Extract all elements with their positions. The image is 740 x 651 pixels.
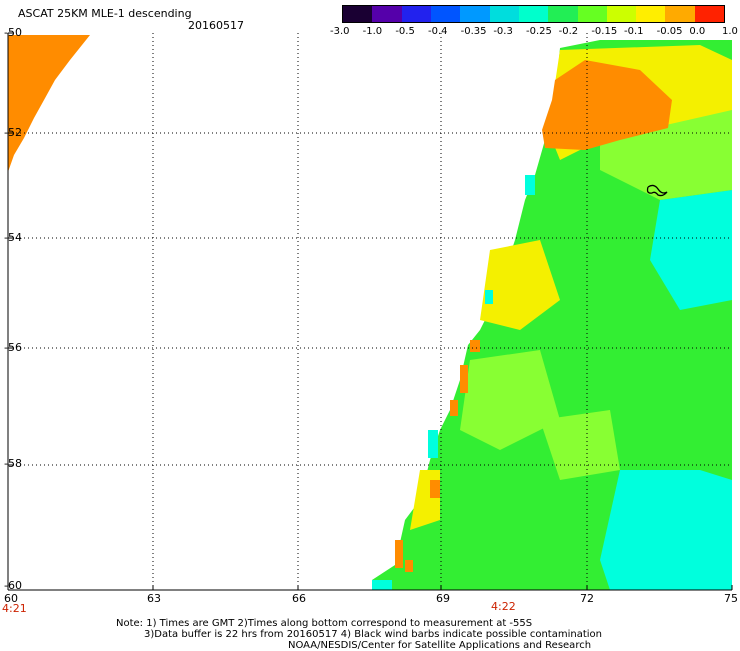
- x-tick-label: 63: [147, 592, 161, 605]
- y-tick-label: -52: [4, 126, 22, 139]
- yellow-region: [410, 470, 440, 530]
- contamination-barb-icon: [646, 184, 668, 197]
- colorbar-swatch: [694, 6, 725, 22]
- cyan-edge-cell: [372, 580, 392, 590]
- colorbar-swatch: [372, 6, 402, 22]
- x-tick-label: 69: [436, 592, 450, 605]
- colorbar-label: -0.3: [493, 26, 513, 37]
- wind-barb-contamination: [646, 184, 668, 197]
- cyan-edge-cell: [428, 430, 438, 458]
- colorbar-label: -0.4: [428, 26, 448, 37]
- note-line-1: Note: 1) Times are GMT 2)Times along bot…: [116, 618, 533, 629]
- orange-edge-cell: [405, 560, 413, 572]
- x-tick-label: 75: [724, 592, 738, 605]
- orange-region: [8, 35, 90, 172]
- cyan-region: [650, 190, 732, 310]
- colorbar-label: 1.0: [722, 26, 738, 37]
- colorbar-swatch: [548, 6, 578, 22]
- note-line-2: 3)Data buffer is 22 hrs from 20160517 4)…: [144, 629, 602, 640]
- colorbar-swatch: [665, 6, 695, 22]
- colorbar-labels: -3.0 -1.0 -0.5 -0.4 -0.35 -0.3 -0.25 -0.2 -0.15-…: [330, 26, 738, 38]
- time-label: 4:21: [2, 602, 27, 615]
- colorbar-label: -0.05: [656, 26, 683, 37]
- date-label: 20160517: [188, 19, 244, 32]
- lightgreen-region: [460, 350, 560, 450]
- cyan-region: [600, 470, 732, 590]
- product-title: ASCAT 25KM MLE-1 descending: [18, 7, 192, 20]
- colorbar: [342, 5, 725, 23]
- y-tick-label: -54: [4, 231, 22, 244]
- yellow-region: [480, 240, 560, 330]
- orange-edge-cell: [395, 540, 403, 568]
- colorbar-swatch: [577, 6, 607, 22]
- plot-frame: [7, 32, 733, 591]
- colorbar-swatch: [606, 6, 637, 22]
- colorbar-label: -0.25: [526, 26, 552, 37]
- cyan-region: [610, 560, 732, 590]
- time-label: 4:22: [491, 600, 516, 613]
- x-tick-label: 66: [292, 592, 306, 605]
- colorbar-label: -0.1: [624, 26, 644, 37]
- colorbar-swatch: [430, 6, 461, 22]
- x-tick-label: 60: [4, 592, 18, 605]
- orange-region: [542, 60, 672, 150]
- y-tick-label: -50: [4, 26, 22, 39]
- mle-field: [8, 35, 732, 590]
- colorbar-swatch: [636, 6, 666, 22]
- colorbar-label: -0.35: [460, 26, 487, 37]
- cyan-edge-cell: [485, 290, 493, 304]
- colorbar-swatch: [460, 6, 490, 22]
- colorbar-swatch: [343, 6, 373, 22]
- note-line-3: NOAA/NESDIS/Center for Satellite Applica…: [288, 640, 592, 651]
- cyan-edge-cell: [525, 175, 535, 195]
- colorbar-swatch: [401, 6, 431, 22]
- colorbar-swatch: [489, 6, 519, 22]
- y-tick-label: -60: [4, 579, 22, 592]
- colorbar-label: -0.15: [591, 26, 618, 37]
- colorbar-label: -0.5: [395, 26, 415, 37]
- y-tick-label: -58: [4, 457, 22, 470]
- colorbar-label: -3.0: [330, 26, 350, 37]
- colorbar-swatch: [518, 6, 549, 22]
- lightgreen-region: [540, 410, 620, 480]
- orange-edge-cell: [430, 480, 440, 498]
- x-tick-label: 72: [580, 592, 594, 605]
- colorbar-label: 0.0: [689, 26, 706, 37]
- orange-edge-cell: [470, 340, 480, 352]
- y-tick-label: -56: [4, 341, 22, 354]
- grid-lines: [8, 33, 732, 590]
- colorbar-label: -1.0: [362, 26, 383, 37]
- orange-edge-cell: [450, 400, 458, 416]
- orange-edge-cell: [460, 365, 468, 393]
- colorbar-label: -0.2: [558, 26, 579, 37]
